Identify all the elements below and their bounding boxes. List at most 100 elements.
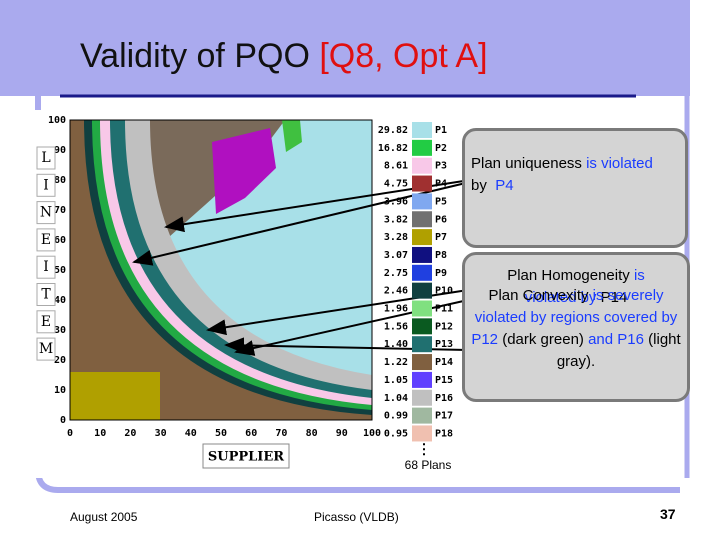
legend-label: P3 bbox=[435, 161, 447, 172]
legend-value: 1.04 bbox=[384, 393, 408, 404]
callout-text: is violated bbox=[586, 155, 653, 172]
x-tick-label: 50 bbox=[215, 428, 227, 439]
y-tick-label: 60 bbox=[54, 235, 66, 246]
legend-label: P13 bbox=[435, 339, 453, 350]
plot-frame bbox=[69, 119, 373, 421]
y-axis-letter-box bbox=[36, 146, 56, 170]
callout-text: (light gray). bbox=[556, 331, 681, 370]
legend-swatch bbox=[412, 407, 432, 424]
y-axis-letter: E bbox=[41, 232, 51, 248]
callout-text: Plan Convexity bbox=[488, 287, 589, 304]
legend-swatch bbox=[412, 211, 432, 228]
callout-homogeneity-convexity: Plan Homogeneity is violated by P14 Plan… bbox=[462, 252, 690, 402]
legend-swatch bbox=[412, 389, 432, 406]
y-axis-letter: I bbox=[43, 177, 49, 193]
title: Validity of PQO [Q8, Opt A] bbox=[80, 37, 488, 75]
y-axis-letter: E bbox=[41, 314, 51, 330]
legend-label: P1 bbox=[435, 125, 447, 136]
legend-label: P6 bbox=[435, 214, 447, 225]
x-tick-label: 100 bbox=[363, 428, 381, 439]
callout-text: is violated by bbox=[524, 267, 645, 306]
legend-value: 29.82 bbox=[378, 125, 408, 136]
legend-value: 1.56 bbox=[384, 321, 408, 332]
x-tick-label: 60 bbox=[245, 428, 257, 439]
legend-label: P11 bbox=[435, 304, 453, 315]
callout-uniqueness: Plan uniqueness is violated by P4 bbox=[462, 128, 688, 248]
y-tick-label: 90 bbox=[54, 145, 66, 156]
x-tick-label: 0 bbox=[67, 428, 73, 439]
title-banner bbox=[0, 0, 690, 96]
legend-swatch bbox=[412, 425, 432, 442]
callout-text: by bbox=[471, 177, 487, 194]
legend-label: P4 bbox=[435, 179, 447, 190]
y-tick-label: 40 bbox=[54, 295, 66, 306]
callout-text: Plan Homogeneity bbox=[507, 267, 630, 284]
y-axis-letter-box bbox=[36, 337, 56, 361]
legend-value: 1.05 bbox=[384, 375, 408, 386]
x-axis-box bbox=[202, 443, 290, 469]
legend-label: P7 bbox=[435, 232, 447, 243]
callout-text: P12 bbox=[471, 331, 499, 348]
y-tick-label: 20 bbox=[54, 355, 66, 366]
legend-swatch bbox=[412, 264, 432, 281]
footer-page: 37 bbox=[660, 506, 676, 522]
y-axis-letter: N bbox=[40, 205, 52, 221]
callout-text: (dark green) bbox=[502, 331, 584, 348]
y-tick-label: 10 bbox=[54, 385, 66, 396]
y-axis-letter-box bbox=[36, 228, 56, 252]
legend-label: P18 bbox=[435, 428, 453, 439]
y-tick-label: 80 bbox=[54, 175, 66, 186]
y-axis-letter: T bbox=[41, 287, 51, 303]
y-tick-label: 30 bbox=[54, 325, 66, 336]
more-dots: ⋮ bbox=[417, 441, 431, 457]
y-axis-letter: M bbox=[39, 341, 53, 357]
y-axis-letter-box bbox=[36, 201, 56, 225]
y-axis-letter-box bbox=[36, 310, 56, 334]
y-tick-label: 70 bbox=[54, 205, 66, 216]
legend-label: P12 bbox=[435, 321, 453, 332]
x-tick-label: 10 bbox=[94, 428, 106, 439]
y-tick-label: 0 bbox=[60, 415, 66, 426]
x-tick-label: 70 bbox=[275, 428, 287, 439]
footer-date: August 2005 bbox=[70, 510, 138, 524]
y-axis-letter: I bbox=[43, 259, 49, 275]
legend-label: P10 bbox=[435, 286, 453, 297]
legend-value: 0.95 bbox=[384, 428, 408, 439]
legend-value: 4.75 bbox=[384, 179, 408, 190]
callout-text: P16 bbox=[617, 331, 644, 348]
x-tick-label: 30 bbox=[155, 428, 167, 439]
legend-label: P17 bbox=[435, 411, 453, 422]
legend-value: 1.22 bbox=[384, 357, 408, 368]
legend-label: P15 bbox=[435, 375, 453, 386]
y-axis-letter-box bbox=[36, 173, 56, 197]
legend-swatch bbox=[412, 229, 432, 246]
legend-value: 2.46 bbox=[384, 286, 408, 297]
legend-label: P14 bbox=[435, 357, 453, 368]
y-axis-letter-box bbox=[36, 283, 56, 306]
legend-value: 3.07 bbox=[384, 250, 408, 261]
legend-label: P16 bbox=[435, 393, 453, 404]
x-tick-label: 90 bbox=[336, 428, 348, 439]
callout-text: and bbox=[588, 331, 614, 348]
legend-swatch bbox=[412, 193, 432, 210]
callout-text: Plan uniqueness bbox=[471, 155, 582, 172]
legend-value: 2.75 bbox=[384, 268, 408, 279]
legend-label: P5 bbox=[435, 196, 447, 207]
legend-swatch bbox=[412, 157, 432, 174]
legend-value: 8.61 bbox=[384, 161, 408, 172]
legend-label: P2 bbox=[435, 143, 447, 154]
legend-value: 3.96 bbox=[384, 196, 408, 207]
legend-label: P8 bbox=[435, 250, 447, 261]
y-axis-letter: L bbox=[41, 150, 50, 166]
legend-value: 0.99 bbox=[384, 411, 408, 422]
y-axis-letter-box bbox=[36, 255, 56, 279]
legend-swatch bbox=[412, 122, 432, 138]
legend-swatch bbox=[412, 175, 432, 192]
callout-text: is bbox=[592, 287, 604, 304]
legend-swatch bbox=[412, 139, 432, 156]
plan-count: 68 Plans bbox=[405, 458, 452, 472]
x-tick-label: 20 bbox=[124, 428, 136, 439]
callout-text: severely violated by regions covered by bbox=[474, 287, 678, 326]
y-tick-label: 50 bbox=[54, 265, 66, 276]
